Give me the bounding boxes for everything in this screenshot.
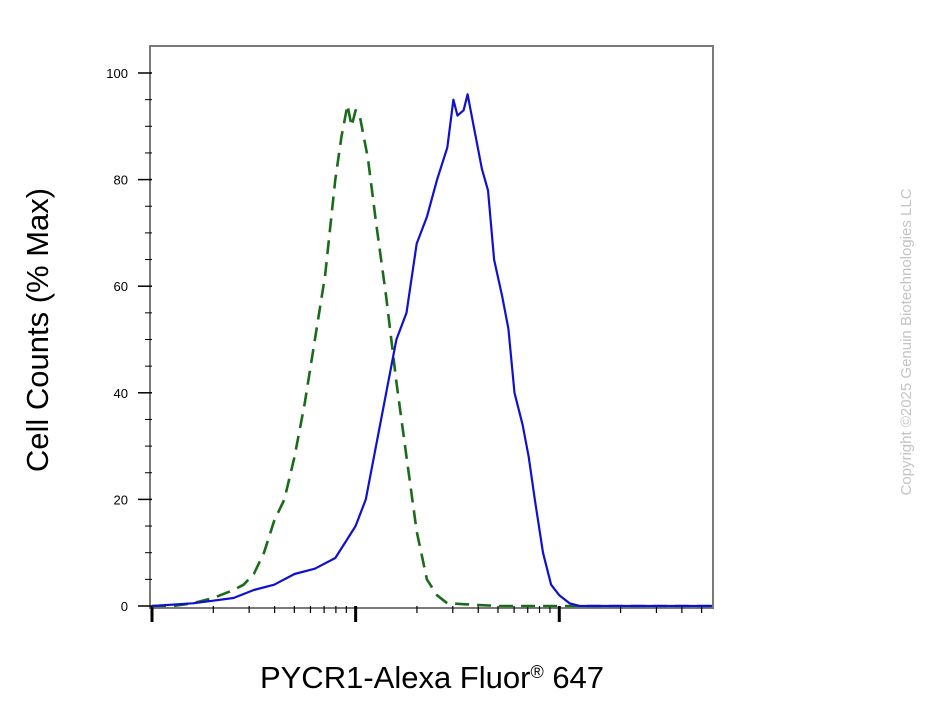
series-layer — [151, 93, 712, 608]
y-tick-label: 20 — [114, 492, 128, 507]
y-axis-title: Cell Counts (% Max) — [20, 188, 55, 472]
x-axis-title-suffix: 647 — [544, 660, 604, 695]
y-tick-label: 0 — [121, 599, 128, 614]
y-tick-label: 60 — [114, 279, 128, 294]
y-tick-label: 100 — [106, 66, 128, 81]
x-axis-title: PYCR1-Alexa Fluor® 647 — [260, 660, 604, 695]
isotype-control-line — [152, 103, 712, 608]
y-axis: 0 20 40 60 80 100 — [106, 66, 152, 614]
x-axis — [150, 606, 703, 622]
plot-frame — [149, 45, 714, 609]
pycr1-stained-line — [151, 93, 712, 608]
x-axis-title-superscript: ® — [530, 662, 543, 682]
x-axis-title-main: PYCR1-Alexa Fluor — [260, 660, 530, 695]
y-tick-label: 40 — [114, 386, 128, 401]
copyright-watermark: Copyright ©2025 Genuin Biotechnologies L… — [898, 188, 915, 495]
y-tick-label: 80 — [114, 173, 128, 188]
